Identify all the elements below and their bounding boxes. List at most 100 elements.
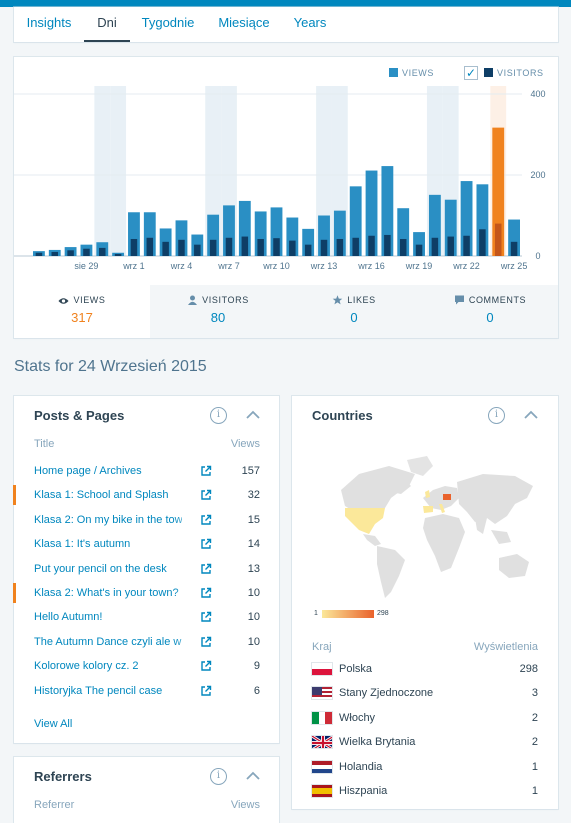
views-bar bbox=[223, 205, 235, 256]
tab-days[interactable]: Dni bbox=[84, 7, 130, 42]
comment-icon bbox=[454, 295, 464, 305]
visitors-bar bbox=[178, 239, 185, 256]
map-greenland bbox=[407, 456, 433, 476]
legend-visitors-label: VISITORS bbox=[497, 68, 544, 78]
post-title[interactable]: Kolorowe kolory cz. 2 bbox=[34, 660, 139, 673]
visitors-bar bbox=[146, 237, 154, 256]
summary-likes-tab[interactable]: LIKES 0 bbox=[286, 285, 422, 338]
views-bar bbox=[349, 186, 362, 256]
views-bar bbox=[254, 211, 267, 256]
x-tick-label: wrz 16 bbox=[357, 261, 385, 271]
chevron-up-icon[interactable] bbox=[522, 406, 540, 424]
legend-visitors[interactable]: VISITORS bbox=[484, 68, 544, 78]
table-row[interactable]: Kolorowe kolory cz. 2 9 bbox=[14, 655, 279, 679]
map-italy bbox=[439, 504, 445, 513]
col-views: Wyświetlenia bbox=[473, 641, 538, 653]
post-title[interactable]: Klasa 1: It's autumn bbox=[34, 538, 131, 551]
external-link-icon[interactable] bbox=[200, 465, 212, 477]
col-country: Kraj bbox=[312, 641, 332, 653]
visitors-bar bbox=[51, 251, 59, 256]
weekend-shade bbox=[110, 86, 127, 256]
summary-views-label: VIEWS bbox=[73, 295, 106, 305]
info-icon[interactable]: i bbox=[210, 768, 227, 785]
col-referrer: Referrer bbox=[34, 799, 75, 811]
table-row[interactable]: Klasa 2: What's in your town? 10 bbox=[13, 582, 279, 606]
external-link-icon[interactable] bbox=[200, 636, 212, 648]
info-icon[interactable]: i bbox=[210, 407, 227, 424]
info-icon[interactable]: i bbox=[488, 407, 505, 424]
summary-visitors-label: VISITORS bbox=[202, 295, 249, 305]
view-all-link[interactable]: View All bbox=[34, 718, 73, 730]
flag-gb-icon bbox=[311, 735, 333, 750]
tab-insights[interactable]: Insights bbox=[26, 15, 72, 30]
y-tick-label: 200 bbox=[530, 170, 545, 180]
row-marker bbox=[13, 485, 16, 506]
post-title[interactable]: Klasa 2: On my bike in the town bbox=[34, 513, 182, 526]
table-row[interactable]: Klasa 2: On my bike in the town 15 bbox=[14, 508, 279, 533]
summary-likes-value: 0 bbox=[350, 310, 358, 325]
summary-comments-tab[interactable]: COMMENTS 0 bbox=[422, 285, 558, 338]
post-title[interactable]: Klasa 1: School and Splash bbox=[34, 489, 169, 502]
col-views: Views bbox=[230, 799, 260, 811]
external-link-icon[interactable] bbox=[200, 685, 212, 697]
table-row[interactable]: Historyjka The pencil case 6 bbox=[14, 679, 279, 704]
summary-visitors-value: 80 bbox=[210, 310, 226, 325]
tab-weeks[interactable]: Tygodnie bbox=[141, 15, 195, 30]
external-link-icon[interactable] bbox=[200, 563, 212, 575]
x-tick-label: wrz 4 bbox=[170, 261, 193, 271]
chevron-up-icon[interactable] bbox=[244, 767, 262, 785]
views-bar bbox=[397, 208, 410, 256]
post-title[interactable]: Put your pencil on the desk bbox=[34, 562, 167, 575]
post-title[interactable]: Home page / Archives bbox=[34, 465, 142, 477]
external-link-icon[interactable] bbox=[200, 489, 212, 501]
map-usa bbox=[345, 508, 385, 534]
visitors-bar bbox=[225, 237, 233, 256]
views-bar bbox=[460, 181, 473, 256]
flag-es-icon bbox=[311, 784, 333, 798]
text-fade bbox=[174, 557, 198, 580]
external-link-icon[interactable] bbox=[200, 611, 212, 623]
table-row[interactable]: Home page / Archives 157 bbox=[14, 460, 279, 484]
map-india bbox=[475, 518, 487, 534]
views-bar bbox=[428, 194, 441, 256]
post-title[interactable]: Hello Autumn! bbox=[34, 611, 103, 624]
tab-months[interactable]: Miesiące bbox=[218, 15, 270, 30]
country-name: Stany Zjednoczone bbox=[339, 687, 434, 700]
map-poland bbox=[443, 494, 451, 500]
post-views: 10 bbox=[247, 611, 260, 624]
scale-max: 298 bbox=[377, 610, 389, 617]
table-row[interactable]: Hello Autumn! 10 bbox=[14, 606, 279, 630]
summary-views-tab[interactable]: VIEWS 317 bbox=[14, 285, 150, 338]
post-title[interactable]: Historyjka The pencil case bbox=[34, 684, 163, 697]
table-row[interactable]: Klasa 1: School and Splash 32 bbox=[13, 484, 279, 508]
summary-visitors-tab[interactable]: VISITORS 80 bbox=[150, 285, 286, 338]
summary-views-value: 317 bbox=[71, 310, 93, 325]
country-row: Włochy 2 bbox=[292, 707, 558, 731]
row-marker bbox=[13, 583, 16, 603]
country-row: Holandia 1 bbox=[292, 756, 558, 780]
post-title[interactable]: Klasa 2: What's in your town? bbox=[34, 587, 179, 599]
x-tick-label: sie 29 bbox=[74, 261, 98, 271]
col-title: Title bbox=[34, 438, 55, 450]
chevron-up-icon[interactable] bbox=[244, 406, 262, 424]
views-bar bbox=[318, 215, 330, 256]
post-title[interactable]: The Autumn Dance czyli ale w koło bbox=[34, 635, 182, 648]
external-link-icon[interactable] bbox=[200, 587, 212, 599]
visitors-bar bbox=[209, 239, 217, 256]
external-link-icon[interactable] bbox=[200, 514, 212, 526]
views-bar bbox=[413, 232, 425, 256]
tab-years[interactable]: Years bbox=[293, 15, 327, 30]
external-link-icon[interactable] bbox=[200, 660, 212, 672]
table-row[interactable]: Put your pencil on the desk 13 bbox=[14, 557, 279, 582]
legend-views-label: VIEWS bbox=[402, 68, 435, 78]
referrers-header: Referrers i bbox=[14, 757, 279, 788]
visitors-bar bbox=[257, 238, 264, 256]
external-link-icon[interactable] bbox=[200, 538, 212, 550]
visitors-bar bbox=[510, 241, 518, 256]
table-row[interactable]: Klasa 1: It's autumn 14 bbox=[14, 533, 279, 557]
legend-views[interactable]: VIEWS bbox=[389, 68, 434, 78]
visitors-bar bbox=[83, 248, 90, 256]
text-fade bbox=[174, 460, 198, 482]
visitors-checkbox[interactable]: ✓ bbox=[464, 66, 478, 80]
table-row[interactable]: The Autumn Dance czyli ale w koło 10 bbox=[14, 630, 279, 655]
